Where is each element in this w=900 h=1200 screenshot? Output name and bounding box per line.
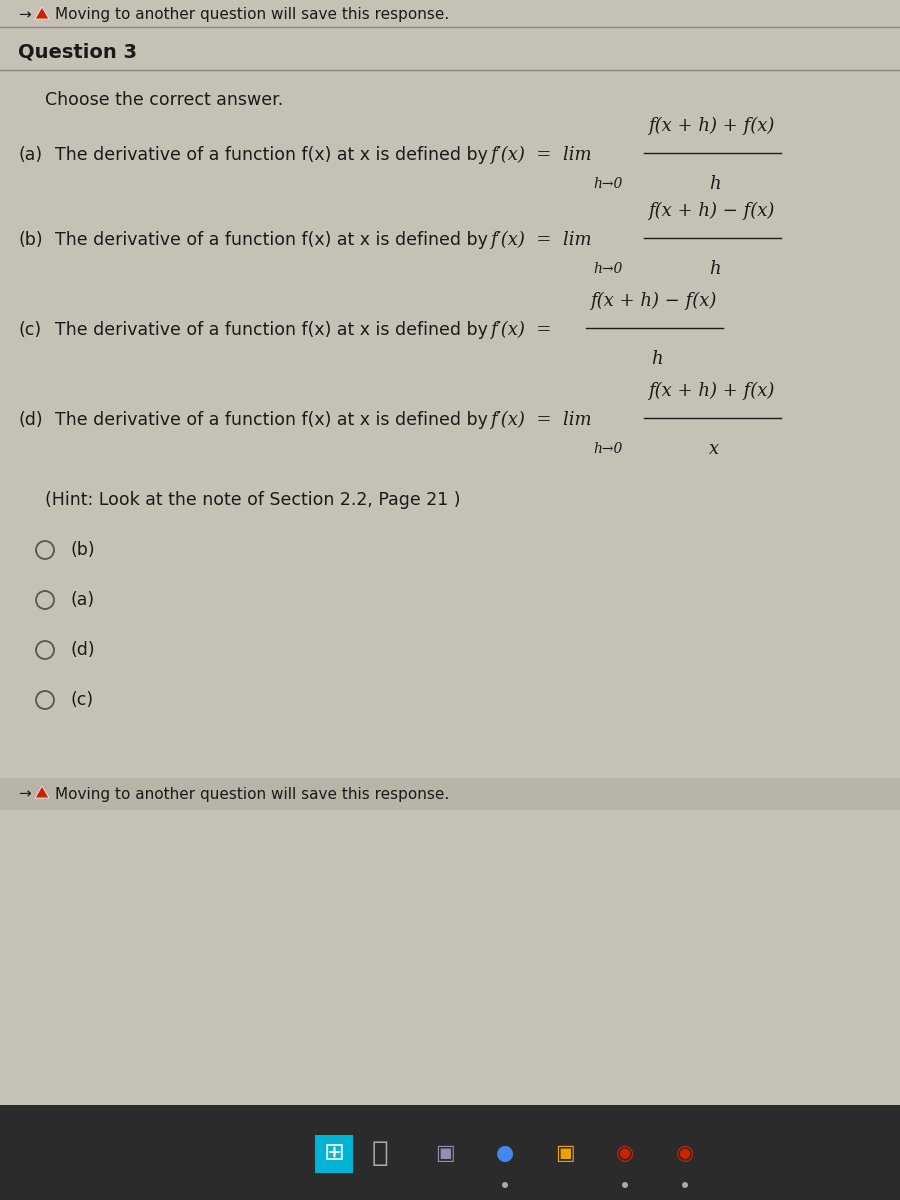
Text: h: h <box>708 175 720 193</box>
Text: The derivative of a function f(x) at x is defined by: The derivative of a function f(x) at x i… <box>55 320 488 338</box>
Text: f′(x)  =: f′(x) = <box>490 320 552 340</box>
Text: ⌕: ⌕ <box>372 1139 388 1166</box>
Text: ●: ● <box>496 1142 514 1163</box>
Text: The derivative of a function f(x) at x is defined by: The derivative of a function f(x) at x i… <box>55 410 488 428</box>
Text: (d): (d) <box>70 641 94 659</box>
Text: ⊞: ⊞ <box>323 1141 345 1165</box>
Bar <box>0 778 900 810</box>
Circle shape <box>502 1182 508 1188</box>
Bar <box>315 1135 353 1174</box>
Circle shape <box>682 1182 688 1188</box>
Text: x: x <box>709 440 720 458</box>
Text: (Hint: Look at the note of Section 2.2, Page 21 ): (Hint: Look at the note of Section 2.2, … <box>45 491 461 509</box>
Text: f′(x)  =  lim: f′(x) = lim <box>490 410 591 430</box>
Text: Moving to another question will save this response.: Moving to another question will save thi… <box>55 7 449 23</box>
Text: ◉: ◉ <box>616 1142 634 1163</box>
Text: h: h <box>708 260 720 278</box>
Text: f′(x)  =  lim: f′(x) = lim <box>490 230 591 250</box>
Text: f(x + h) + f(x): f(x + h) + f(x) <box>648 382 774 400</box>
Text: f(x + h) − f(x): f(x + h) − f(x) <box>648 202 774 220</box>
Text: The derivative of a function f(x) at x is defined by: The derivative of a function f(x) at x i… <box>55 230 488 248</box>
Text: Question 3: Question 3 <box>18 42 137 61</box>
Text: h: h <box>651 350 662 368</box>
Text: h→0: h→0 <box>593 176 623 191</box>
Circle shape <box>622 1182 628 1188</box>
Text: h→0: h→0 <box>593 262 623 276</box>
Text: (a): (a) <box>18 146 42 164</box>
Text: ▣: ▣ <box>435 1142 454 1163</box>
Text: (d): (d) <box>18 410 42 428</box>
Text: →: → <box>18 7 31 23</box>
Text: f(x + h) − f(x): f(x + h) − f(x) <box>590 292 716 310</box>
Text: (c): (c) <box>18 320 41 338</box>
Text: Moving to another question will save this response.: Moving to another question will save thi… <box>55 786 449 802</box>
Text: The derivative of a function f(x) at x is defined by: The derivative of a function f(x) at x i… <box>55 146 488 164</box>
Text: ▣: ▣ <box>555 1142 575 1163</box>
Text: Choose the correct answer.: Choose the correct answer. <box>45 91 284 109</box>
Text: (b): (b) <box>70 541 94 559</box>
Text: f(x + h) + f(x): f(x + h) + f(x) <box>648 116 774 134</box>
Text: f′(x)  =  lim: f′(x) = lim <box>490 146 591 164</box>
Text: (b): (b) <box>18 230 42 248</box>
Bar <box>0 1105 900 1200</box>
Text: (c): (c) <box>70 691 93 709</box>
Text: h→0: h→0 <box>593 442 623 456</box>
Text: ◉: ◉ <box>676 1142 694 1163</box>
Text: →: → <box>18 786 31 802</box>
Text: (a): (a) <box>70 590 94 608</box>
